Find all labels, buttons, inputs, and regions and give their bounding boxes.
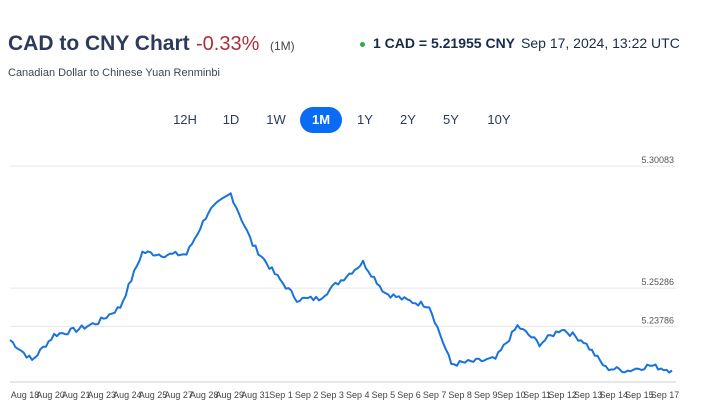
tab-10y[interactable]: 10Y [487,112,511,127]
data-point[interactable] [295,297,299,301]
data-point[interactable] [140,250,144,254]
tab-2y[interactable]: 2Y [400,112,416,127]
tab-1d[interactable]: 1D [222,112,240,127]
change-percent: -0.33% [196,33,260,55]
data-point[interactable] [339,278,343,282]
data-point[interactable] [74,328,78,332]
data-point[interactable] [207,209,211,213]
x-tick-label: Sep 3 [320,390,344,400]
data-point[interactable] [30,358,34,362]
data-point[interactable] [670,369,674,373]
change-period: (1M) [270,39,295,53]
x-tick-label: Sep 8 [448,390,472,400]
x-tick-label: Sep 11 [523,390,551,400]
x-tick-label: Sep 15 [625,390,654,400]
x-tick-label: Sep 1 [269,390,293,400]
tab-1y[interactable]: 1Y [357,112,373,127]
data-point[interactable] [493,357,497,361]
data-point[interactable] [471,360,475,364]
x-tick-label: Aug 28 [190,390,219,400]
data-point[interactable] [604,366,608,370]
x-tick-label: Aug 29 [216,390,245,400]
x-tick-label: Aug 24 [113,390,142,400]
y-tick-label: 5.23786 [641,315,674,325]
x-tick-label: Sep 17 [651,390,680,400]
x-tick-label: Sep 12 [548,390,577,400]
x-tick-label: Sep 6 [397,390,421,400]
data-point[interactable] [648,363,652,367]
rate-timestamp: Sep 17, 2024, 13:22 UTC [521,35,680,51]
x-tick-label: Aug 21 [62,390,91,400]
x-tick-label: Aug 25 [139,390,168,400]
x-tick-label: Aug 31 [241,390,270,400]
x-tick-label: Sep 4 [346,390,370,400]
data-point[interactable] [251,243,255,247]
data-point[interactable] [516,324,520,328]
data-point[interactable] [582,339,586,343]
data-point[interactable] [626,369,630,373]
tab-1m[interactable]: 1M [300,107,342,133]
x-tick-label: Sep 13 [574,390,603,400]
x-tick-label: Aug 23 [88,390,117,400]
x-tick-label: Sep 9 [474,390,498,400]
data-point[interactable] [383,291,387,295]
x-tick-label: Aug 27 [164,390,193,400]
tab-5y[interactable]: 5Y [443,112,459,127]
x-tick-label: Sep 2 [295,390,319,400]
tab-12h[interactable]: 12H [173,112,197,127]
live-dot-icon [360,41,365,47]
tab-1w[interactable]: 1W [266,112,286,127]
data-point[interactable] [538,342,542,346]
data-point[interactable] [560,327,564,331]
data-point[interactable] [273,272,277,276]
data-point[interactable] [96,320,100,324]
data-point[interactable] [405,299,409,303]
chart-header: CAD to CNY Chart -0.33% (1M) 1 CAD = 5.2… [8,30,708,60]
page-title: CAD to CNY Chart [8,32,190,55]
y-tick-label: 5.25286 [641,277,674,287]
page-subtitle: Canadian Dollar to Chinese Yuan Renminbi [8,67,220,79]
data-point[interactable] [118,305,122,309]
x-tick-label: Sep 7 [423,390,447,400]
x-tick-label: Sep 14 [600,390,629,400]
data-point[interactable] [229,192,233,196]
data-point[interactable] [185,252,189,256]
x-tick-label: Sep 5 [372,390,396,400]
data-point[interactable] [52,333,56,337]
x-tick-label: Sep 10 [497,390,526,400]
series-line [9,192,673,374]
y-tick-label: 5.30083 [641,155,674,165]
current-rate: 1 CAD = 5.21955 CNY Sep 17, 2024, 13:22 U… [360,35,680,51]
data-point[interactable] [427,304,431,308]
rate-value: 1 CAD = 5.21955 CNY [373,35,516,51]
data-point[interactable] [449,362,453,366]
data-point[interactable] [317,297,321,301]
data-point[interactable] [162,253,166,257]
x-tick-label: Aug 20 [36,390,65,400]
x-tick-label: Aug 18 [11,390,40,400]
data-point[interactable] [361,260,365,264]
data-point[interactable] [8,338,12,342]
